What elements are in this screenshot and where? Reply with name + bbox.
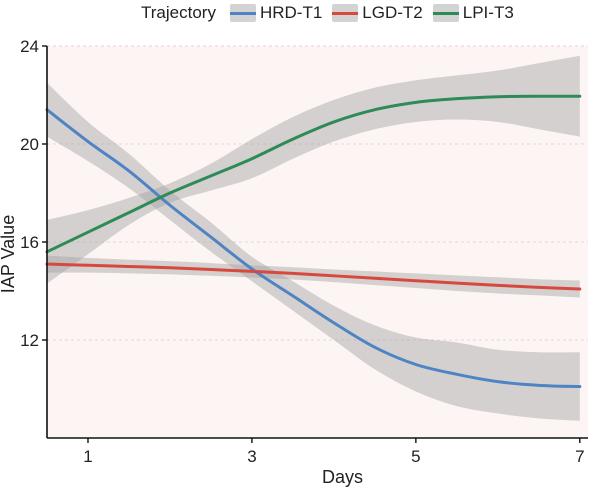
x-tick-label: 7: [575, 447, 584, 466]
y-tick-label: 12: [20, 331, 39, 350]
axes: 12 16 20 24 1 3 5 7: [20, 37, 588, 466]
legend-label-lgd-t2: LGD-T2: [362, 3, 423, 22]
legend-label-hrd-t1: HRD-T1: [259, 3, 323, 22]
series-line-hrd-t1: [45, 108, 582, 389]
legend-item-hrd-t1: HRD-T1: [229, 3, 323, 23]
legend-label-lpi-t3: LPI-T3: [462, 3, 514, 22]
series-lines: [45, 94, 582, 389]
legend-swatch-lpi-t3: [432, 4, 459, 22]
legend-swatch-hrd-t1: [229, 4, 256, 22]
y-tick-label: 20: [20, 135, 39, 154]
y-tick-label: 24: [20, 37, 39, 56]
series-line-lpi-t3: [45, 94, 582, 254]
ci-band-lgd-t2: [47, 255, 580, 298]
legend: Trajectory HRD-T1 LGD-T2 LPI-T3: [0, 0, 596, 26]
legend-item-lgd-t2: LGD-T2: [332, 3, 423, 23]
legend-swatch-lgd-t2: [332, 4, 359, 22]
y-tick-label: 16: [20, 233, 39, 252]
series-line-lgd-t2: [45, 262, 582, 291]
legend-item-lpi-t3: LPI-T3: [432, 3, 514, 23]
legend-title: Trajectory: [141, 3, 216, 22]
x-tick-label: 5: [411, 447, 420, 466]
ci-band-hrd-t1: [47, 82, 580, 421]
confidence-bands: [47, 55, 580, 421]
x-tick-label: 1: [83, 447, 92, 466]
x-tick-label: 3: [247, 447, 256, 466]
x-axis-title: Days: [322, 467, 363, 487]
ci-band-lpi-t3: [47, 55, 580, 284]
grid-lines: [47, 45, 588, 341]
y-axis-title: IAP Value: [0, 215, 18, 293]
